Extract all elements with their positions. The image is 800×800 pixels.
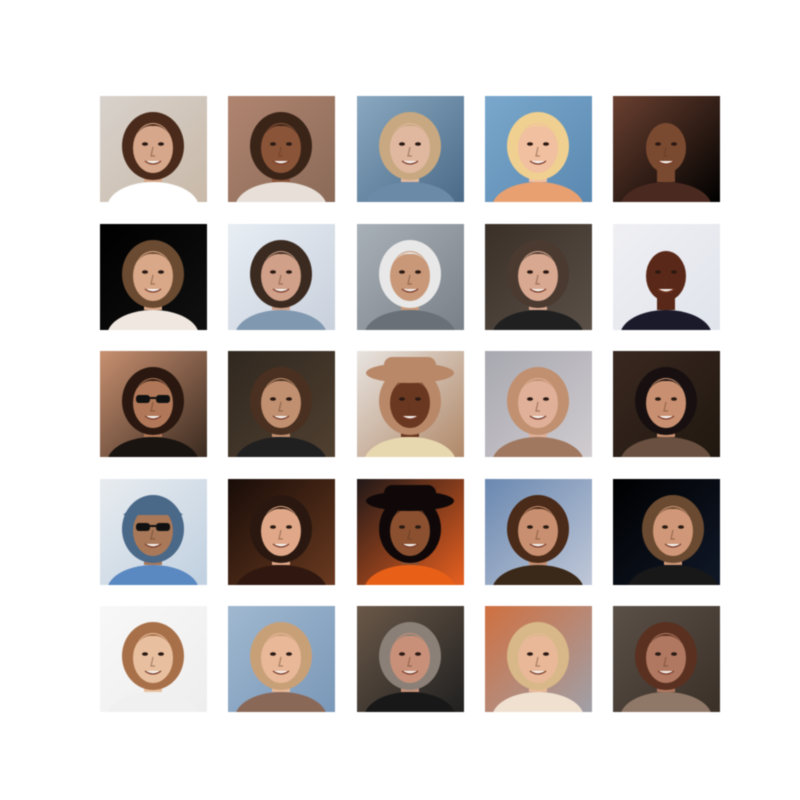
face-image-r1-c4 bbox=[485, 96, 592, 202]
face-image-r4-c4 bbox=[485, 479, 592, 585]
face-image-r4-c1 bbox=[100, 479, 207, 585]
face-image-r4-c3 bbox=[357, 479, 464, 585]
face-image-r5-c5 bbox=[613, 606, 720, 712]
face-image-r2-c2 bbox=[228, 224, 335, 330]
face-image-r2-c4 bbox=[485, 224, 592, 330]
face-image-r3-c2 bbox=[228, 351, 335, 457]
face-image-r4-c2 bbox=[228, 479, 335, 585]
face-image-r5-c1 bbox=[100, 606, 207, 712]
face-image-r5-c2 bbox=[228, 606, 335, 712]
face-image-r3-c4 bbox=[485, 351, 592, 457]
face-grid bbox=[100, 96, 720, 712]
face-image-r5-c3 bbox=[357, 606, 464, 712]
face-image-r1-c3 bbox=[357, 96, 464, 202]
face-image-r2-c5 bbox=[613, 224, 720, 330]
face-image-r1-c1 bbox=[100, 96, 207, 202]
face-image-r3-c1 bbox=[100, 351, 207, 457]
face-image-r1-c5 bbox=[613, 96, 720, 202]
face-image-r4-c5 bbox=[613, 479, 720, 585]
face-image-r3-c5 bbox=[613, 351, 720, 457]
face-image-r5-c4 bbox=[485, 606, 592, 712]
face-image-r1-c2 bbox=[228, 96, 335, 202]
face-image-r3-c3 bbox=[357, 351, 464, 457]
face-image-r2-c3 bbox=[357, 224, 464, 330]
face-image-r2-c1 bbox=[100, 224, 207, 330]
